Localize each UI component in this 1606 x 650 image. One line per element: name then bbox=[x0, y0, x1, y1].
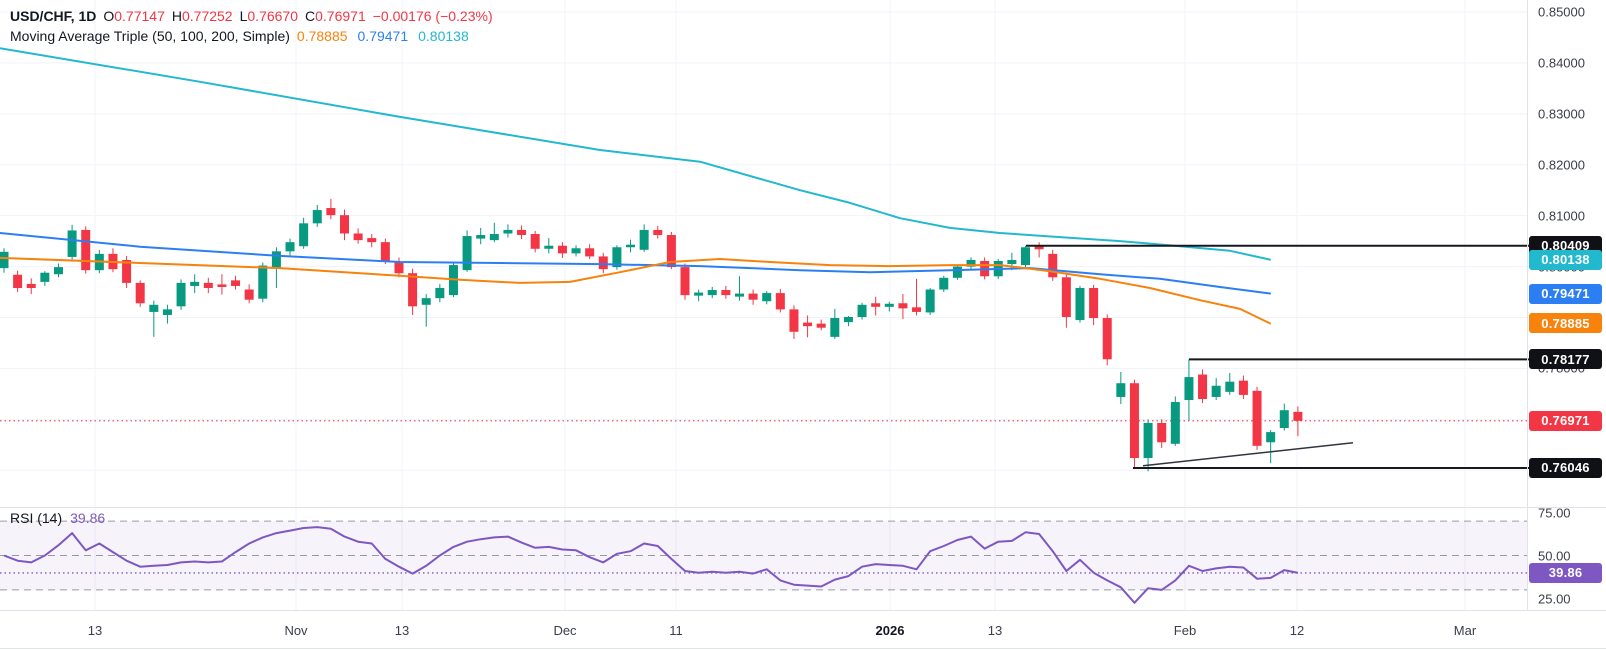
rsi-legend-row[interactable]: RSI (14) 39.86 bbox=[10, 510, 105, 526]
ma-value: 0.79471 bbox=[357, 28, 409, 44]
ma-indicator-title: Moving Average Triple (50, 100, 200, Sim… bbox=[10, 28, 290, 44]
time-label: 12 bbox=[1289, 623, 1305, 638]
ohlc-values: O 0.77147 H 0.77252 L 0.76670 C 0.76971 bbox=[103, 8, 365, 24]
symbol-title: USD/CHF, 1D bbox=[10, 8, 97, 24]
price-badge: 0.79471 bbox=[1529, 283, 1602, 304]
time-label: 13 bbox=[394, 623, 410, 638]
rsi-tick-label: 75.00 bbox=[1538, 505, 1571, 520]
legend: USD/CHF, 1D O 0.77147 H 0.77252 L 0.76670 C 0.7… bbox=[10, 6, 493, 46]
ma-legend-row[interactable]: Moving Average Triple (50, 100, 200, Sim… bbox=[10, 26, 493, 46]
time-label: 11 bbox=[669, 623, 683, 638]
symbol-legend-row[interactable]: USD/CHF, 1D O 0.77147 H 0.77252 L 0.76670 C 0.7… bbox=[10, 6, 493, 26]
sma50-line bbox=[0, 256, 1271, 325]
price-badge: 0.78177 bbox=[1529, 349, 1602, 370]
ma-value: 0.80138 bbox=[418, 28, 469, 44]
rsi-line bbox=[3, 526, 1299, 604]
price-tick-label: 0.84000 bbox=[1538, 55, 1585, 71]
time-label: Dec bbox=[553, 623, 577, 638]
sma100-line bbox=[0, 232, 1271, 295]
change-value: −0.00176 (−0.23%) bbox=[372, 8, 493, 24]
price-badge: 0.76971 bbox=[1529, 410, 1602, 431]
time-label: 13 bbox=[87, 623, 103, 638]
rsi-tick-label: 25.00 bbox=[1538, 591, 1571, 606]
ma-value: 0.78885 bbox=[296, 28, 348, 44]
price-badge: 0.76046 bbox=[1529, 457, 1602, 478]
rsi-pane bbox=[0, 520, 1527, 591]
time-label: Mar bbox=[1453, 623, 1477, 638]
rsi-indicator-title: RSI (14) bbox=[10, 510, 63, 526]
ohlc-item: H 0.77252 bbox=[171, 8, 233, 24]
ohlc-item: C 0.76971 bbox=[305, 8, 366, 24]
rsi-tick-label: 50.00 bbox=[1538, 548, 1571, 563]
price-badge: 0.78885 bbox=[1529, 313, 1602, 334]
time-label: Feb bbox=[1173, 623, 1197, 638]
time-label: Nov bbox=[284, 623, 308, 638]
trendline[interactable] bbox=[1142, 442, 1354, 467]
price-gridlines bbox=[0, 11, 1527, 471]
price-tick-label: 0.83000 bbox=[1538, 106, 1585, 122]
ohlc-item: O 0.77147 bbox=[103, 8, 165, 24]
rsi-indicator-value: 39.86 bbox=[70, 510, 106, 526]
time-gridlines bbox=[94, 0, 1466, 610]
time-label: 13 bbox=[987, 623, 1003, 638]
ma-values: 0.78885 0.79471 0.80138 bbox=[297, 28, 469, 44]
ohlc-item: L 0.76670 bbox=[239, 8, 298, 24]
price-tick-label: 0.82000 bbox=[1538, 157, 1585, 173]
sma200-line bbox=[0, 47, 1271, 261]
price-badge: 0.80138 bbox=[1529, 249, 1602, 270]
price-tick-label: 0.85000 bbox=[1538, 4, 1585, 20]
rsi-badge: 39.86 bbox=[1529, 562, 1602, 583]
price-tick-label: 0.81000 bbox=[1538, 208, 1585, 224]
time-label: 2026 bbox=[875, 623, 905, 638]
